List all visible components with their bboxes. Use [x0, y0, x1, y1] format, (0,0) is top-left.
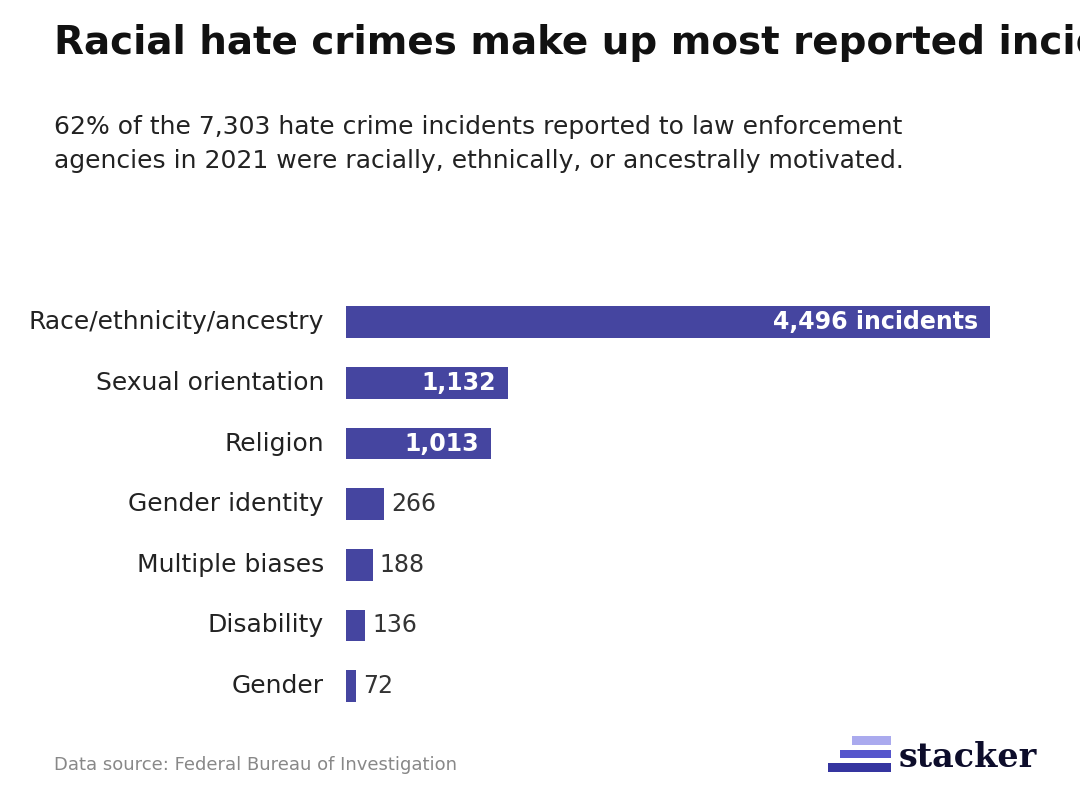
Text: 266: 266	[391, 492, 436, 516]
Bar	[346, 488, 383, 520]
Text: 188: 188	[380, 553, 424, 577]
Text: Gender: Gender	[232, 674, 324, 698]
Text: Data source: Federal Bureau of Investigation: Data source: Federal Bureau of Investiga…	[54, 756, 457, 774]
Bar	[346, 428, 490, 459]
Text: 1,013: 1,013	[405, 431, 480, 456]
Text: 62% of the 7,303 hate crime incidents reported to law enforcement
agencies in 20: 62% of the 7,303 hate crime incidents re…	[54, 115, 904, 172]
Text: 1,132: 1,132	[422, 371, 497, 395]
Text: Sexual orientation: Sexual orientation	[96, 371, 324, 395]
Bar	[346, 670, 356, 702]
Text: Religion: Religion	[225, 431, 324, 456]
Text: 136: 136	[373, 614, 417, 638]
Text: Multiple biases: Multiple biases	[137, 553, 324, 577]
Text: Gender identity: Gender identity	[129, 492, 324, 516]
Bar	[346, 367, 508, 399]
Text: Disability: Disability	[207, 614, 324, 638]
Text: Race/ethnicity/ancestry: Race/ethnicity/ancestry	[29, 310, 324, 334]
Bar	[346, 610, 365, 642]
Text: Racial hate crimes make up most reported incidents: Racial hate crimes make up most reported…	[54, 24, 1080, 62]
Bar	[346, 306, 989, 338]
Text: 4,496 incidents: 4,496 incidents	[773, 310, 978, 334]
Text: stacker: stacker	[899, 741, 1037, 774]
Text: 72: 72	[363, 674, 393, 698]
Bar	[346, 549, 373, 580]
